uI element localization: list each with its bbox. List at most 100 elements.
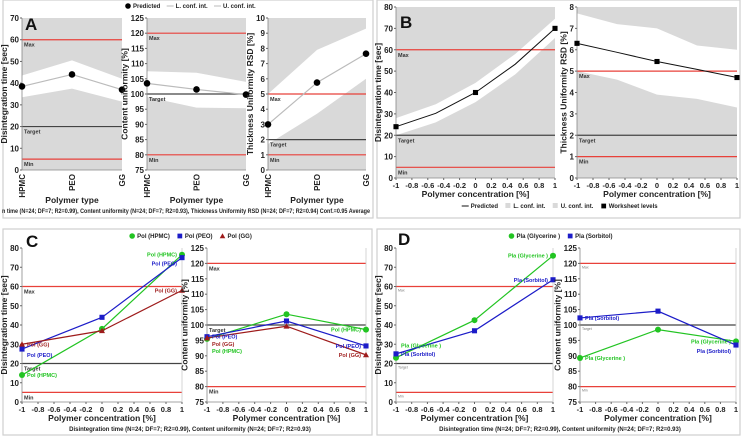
reference-label-target: Target [149, 97, 166, 103]
reference-label-min: Min [582, 389, 588, 393]
point-label: Pol (HPMC) [212, 349, 242, 355]
x-tick-label: -0.6 [603, 181, 616, 190]
series-point [363, 326, 369, 333]
series-point [363, 351, 369, 358]
x-tick-label: 0.2 [668, 405, 678, 414]
x-tick-label: -1 [577, 405, 584, 414]
y-axis-label: Disintegration time [sec] [0, 275, 9, 374]
panel-letter: A [25, 15, 37, 34]
point-label: Pol (PEO) [152, 262, 178, 268]
subplot: Max Target Min 0 10 20 30 40 50 60 70 HPMC PEO GG Poly… [0, 14, 127, 205]
x-tick-label: HPMC [18, 174, 27, 198]
y-tick-label: 95 [135, 105, 144, 114]
point-label: Pol (HPMC) [147, 253, 177, 259]
reference-label-max: Max [149, 36, 161, 42]
x-tick-label: 0.8 [534, 181, 544, 190]
legend-item: L. conf. int. [166, 4, 208, 10]
y-tick-label: 10 [256, 14, 265, 23]
subplot: MaxTargetMin7580859095100105110115120125… [553, 244, 739, 423]
point-label: Pol (GG) [339, 353, 361, 359]
x-tick-label: 0.2 [485, 405, 495, 414]
point-label: Pla (Sorbitol) [697, 349, 731, 355]
legend-label: Predicted [471, 204, 499, 210]
reference-label-max: Max [24, 43, 36, 49]
legend-square-icon [601, 203, 607, 209]
y-tick-label: 80 [135, 151, 144, 160]
confidence-band [396, 18, 555, 136]
legend-label: Pla (Sorbitol) [575, 234, 612, 240]
series-point [550, 277, 556, 283]
reference-label-target: Target [582, 327, 592, 331]
point-label: Pol (GG) [155, 288, 177, 294]
legend-item: Pol (GG) [219, 233, 252, 240]
x-axis-label: Polymer type [45, 195, 99, 205]
x-tick-label: 1 [735, 181, 739, 190]
y-tick-label: 105 [191, 306, 205, 315]
series-point [655, 326, 661, 333]
y-axis-label: Disintegration time [sec] [0, 44, 9, 143]
point-label: Pol (PEO) [27, 353, 53, 359]
x-tick-label: 0.6 [700, 181, 710, 190]
x-tick-label: -0.8 [216, 405, 229, 414]
legend-item: Pol (PEO) [177, 233, 213, 240]
x-tick-label: GG [242, 174, 251, 186]
x-tick-label: 0.8 [716, 181, 726, 190]
reference-label-min: Min [398, 170, 408, 176]
legend-circle-icon [508, 233, 515, 239]
x-tick-label: 0 [656, 405, 660, 414]
y-tick-label: 4 [570, 89, 575, 98]
x-tick-label: -0.8 [32, 405, 45, 414]
x-tick-label: 0.8 [161, 405, 171, 414]
y-tick-label: 110 [564, 290, 577, 299]
reference-label-target: Target [24, 130, 41, 136]
reference-label-max: Max [582, 265, 589, 269]
y-tick-label: 5 [261, 90, 266, 99]
panel-frame [376, 0, 741, 219]
y-tick-label: 40 [10, 321, 19, 330]
series-point [577, 354, 583, 361]
legend: Pla (Glycerine ) Pla (Sorbitol) [508, 233, 613, 240]
x-tick-label: 1 [553, 181, 557, 190]
x-tick-label: 0.4 [684, 181, 695, 190]
legend-item: Worksheet levels [601, 203, 658, 210]
y-tick-label: 85 [135, 136, 144, 145]
legend-label: Predicted [133, 4, 161, 10]
model-footer: n time (N=24; DF=7; R2=0.99), Content un… [2, 209, 371, 215]
y-tick-label: 115 [564, 275, 577, 284]
series-point [550, 252, 556, 259]
y-tick-label: 30 [384, 110, 393, 119]
y-tick-label: 20 [10, 360, 19, 369]
x-tick-label: 0.4 [502, 181, 513, 190]
reference-label-target: Target [270, 143, 287, 149]
y-tick-label: 80 [384, 244, 393, 253]
x-tick-label: 1 [734, 405, 738, 414]
x-tick-label: -0.8 [589, 405, 602, 414]
legend-item: U. conf. int. [214, 4, 256, 10]
y-tick-label: 80 [195, 383, 204, 392]
point-label: Pla (Glycerine ) [401, 344, 441, 350]
x-tick-label: 0.6 [329, 405, 339, 414]
legend: Pol (HPMC) Pol (PEO) Pol (GG) [129, 233, 252, 240]
y-tick-label: 30 [10, 340, 19, 349]
x-tick-label: 0.8 [532, 405, 542, 414]
x-tick-label: -0.4 [619, 181, 633, 190]
model-footer: Disintegration time (N=24; DF=7; R2=0.99… [69, 427, 311, 433]
y-tick-label: 50 [10, 57, 19, 66]
x-tick-label: -1 [574, 181, 581, 190]
x-tick-label: GG [118, 174, 127, 186]
legend: Predicted L. conf. int. U. conf. int. Works… [461, 203, 658, 210]
series-point [471, 328, 478, 334]
point-label: Pol (HPMC) [331, 328, 361, 334]
reference-label-max: Max [270, 97, 282, 103]
y-tick-label: 10 [384, 379, 393, 388]
reference-label-target: Target [398, 366, 408, 370]
panel-frame [376, 228, 741, 436]
y-tick-label: 7 [570, 24, 575, 33]
y-axis-label: Thickness Uniformity RSD [%] [245, 33, 255, 155]
series-line [21, 257, 183, 350]
series-line [395, 255, 554, 359]
x-tick-label: 0.2 [297, 405, 307, 414]
